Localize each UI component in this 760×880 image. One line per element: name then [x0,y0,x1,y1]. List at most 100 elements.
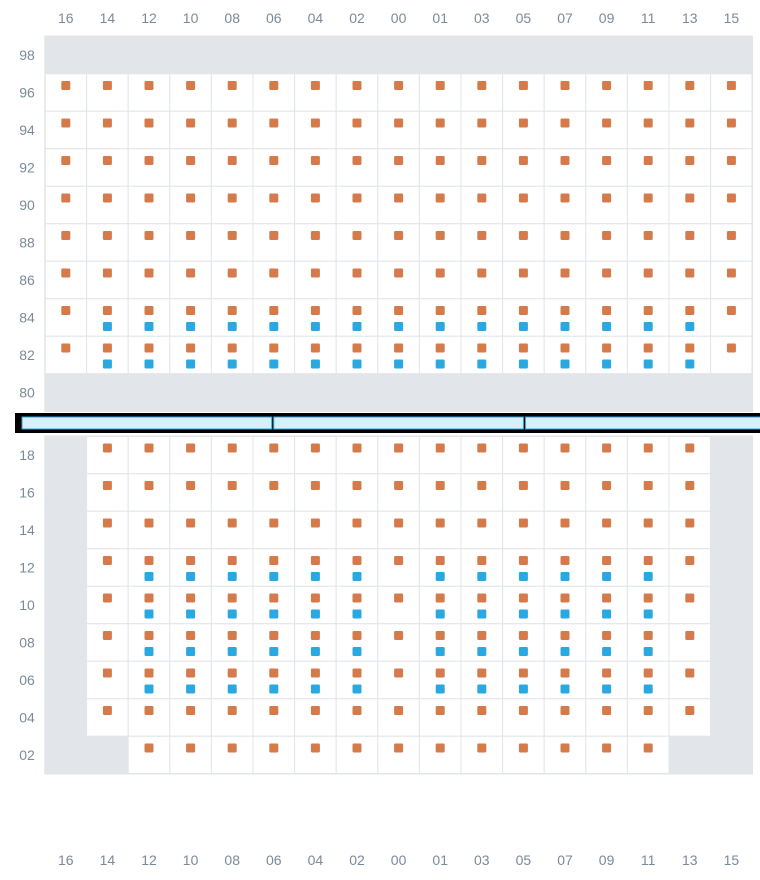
bottom-cell[interactable] [669,624,711,662]
top-cell[interactable] [669,74,711,112]
top-cell[interactable] [419,74,461,112]
top-cell[interactable] [170,186,212,224]
bottom-cell[interactable] [253,511,295,549]
top-cell[interactable] [45,111,87,149]
bottom-cell[interactable] [170,699,212,737]
bottom-cell[interactable] [503,511,545,549]
bottom-cell[interactable] [461,699,503,737]
bottom-cell[interactable] [336,699,378,737]
top-cell[interactable] [503,186,545,224]
bottom-cell[interactable] [378,699,420,737]
top-cell[interactable] [170,111,212,149]
top-cell[interactable] [211,74,253,112]
bottom-cell[interactable] [253,474,295,512]
top-cell[interactable] [419,261,461,299]
top-cell[interactable] [669,111,711,149]
top-cell[interactable] [211,111,253,149]
top-cell[interactable] [170,149,212,187]
top-cell[interactable] [586,186,628,224]
top-cell[interactable] [586,224,628,262]
top-cell[interactable] [419,111,461,149]
bottom-cell[interactable] [503,699,545,737]
top-cell[interactable] [711,149,753,187]
top-cell[interactable] [627,74,669,112]
top-cell[interactable] [378,186,420,224]
top-cell[interactable] [544,224,586,262]
top-cell[interactable] [45,299,87,337]
bottom-cell[interactable] [211,699,253,737]
top-cell[interactable] [503,111,545,149]
bottom-cell[interactable] [544,511,586,549]
bottom-cell[interactable] [336,736,378,774]
top-cell[interactable] [45,74,87,112]
top-cell[interactable] [503,149,545,187]
top-cell[interactable] [627,111,669,149]
bottom-cell[interactable] [378,474,420,512]
top-cell[interactable] [211,186,253,224]
top-cell[interactable] [336,74,378,112]
bottom-cell[interactable] [87,624,129,662]
bottom-cell[interactable] [295,699,337,737]
bottom-cell[interactable] [461,511,503,549]
bottom-cell[interactable] [211,511,253,549]
top-cell[interactable] [253,186,295,224]
bottom-cell[interactable] [336,474,378,512]
top-cell[interactable] [503,74,545,112]
top-cell[interactable] [503,224,545,262]
top-cell[interactable] [211,224,253,262]
top-cell[interactable] [295,149,337,187]
top-cell[interactable] [711,261,753,299]
bottom-cell[interactable] [170,436,212,474]
bottom-cell[interactable] [128,736,170,774]
top-cell[interactable] [253,224,295,262]
bottom-cell[interactable] [378,549,420,587]
top-cell[interactable] [336,111,378,149]
bottom-cell[interactable] [461,474,503,512]
bottom-cell[interactable] [87,549,129,587]
bottom-cell[interactable] [295,511,337,549]
bottom-cell[interactable] [669,474,711,512]
bottom-cell[interactable] [627,511,669,549]
bottom-cell[interactable] [669,699,711,737]
bottom-cell[interactable] [295,736,337,774]
top-cell[interactable] [45,186,87,224]
top-cell[interactable] [128,74,170,112]
bottom-cell[interactable] [128,511,170,549]
top-cell[interactable] [544,111,586,149]
bottom-cell[interactable] [503,736,545,774]
top-cell[interactable] [461,261,503,299]
bottom-cell[interactable] [669,549,711,587]
bottom-cell[interactable] [586,436,628,474]
top-cell[interactable] [45,149,87,187]
top-cell[interactable] [87,149,129,187]
bottom-cell[interactable] [211,474,253,512]
bottom-cell[interactable] [586,699,628,737]
bottom-cell[interactable] [627,699,669,737]
top-cell[interactable] [128,186,170,224]
bottom-cell[interactable] [461,436,503,474]
top-cell[interactable] [336,224,378,262]
top-cell[interactable] [627,186,669,224]
bottom-cell[interactable] [378,624,420,662]
top-cell[interactable] [503,261,545,299]
bottom-cell[interactable] [295,474,337,512]
top-cell[interactable] [87,186,129,224]
bottom-cell[interactable] [503,474,545,512]
bottom-cell[interactable] [211,736,253,774]
top-cell[interactable] [544,149,586,187]
bottom-cell[interactable] [627,436,669,474]
top-cell[interactable] [87,261,129,299]
top-cell[interactable] [461,149,503,187]
top-cell[interactable] [45,224,87,262]
top-cell[interactable] [45,336,87,374]
bottom-cell[interactable] [586,736,628,774]
top-cell[interactable] [87,224,129,262]
top-cell[interactable] [627,149,669,187]
separator-segment[interactable] [22,417,272,429]
top-cell[interactable] [711,74,753,112]
top-cell[interactable] [461,186,503,224]
bottom-cell[interactable] [170,474,212,512]
separator-segment[interactable] [525,417,760,429]
bottom-cell[interactable] [419,436,461,474]
bottom-cell[interactable] [378,511,420,549]
